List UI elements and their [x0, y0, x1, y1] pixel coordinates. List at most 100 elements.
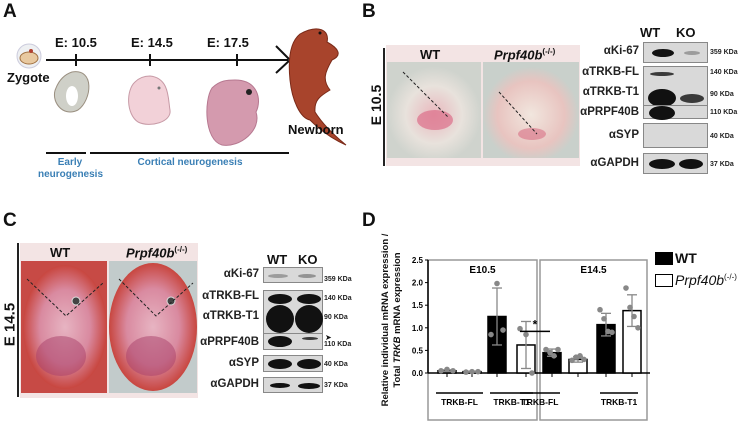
embryo-photos-e105: [387, 62, 579, 158]
arrowhead-icon: ➤: [325, 333, 332, 342]
blot-label: αGAPDH: [590, 157, 639, 169]
data-point: [494, 280, 500, 287]
kda-marker: 359 KDa: [710, 49, 738, 56]
data-point: [488, 331, 494, 338]
stage-label-e105: E: 10.5: [55, 35, 97, 50]
embryo-e145-icon: [128, 75, 171, 125]
stage-label-e175: E: 17.5: [207, 35, 249, 50]
facet-title: E14.5: [580, 265, 607, 276]
data-point: [547, 349, 553, 356]
data-point: [577, 353, 583, 359]
y-tick-label: 1.0: [412, 324, 424, 333]
kda-marker: 90 KDa: [324, 314, 348, 321]
legend-swatch-ko: [655, 273, 673, 287]
data-point: [631, 313, 637, 320]
newborn-mouse-icon: [288, 28, 347, 146]
data-point: [581, 356, 587, 363]
blot-syp-b: [643, 123, 708, 148]
data-point: [463, 369, 469, 375]
blot-trkb-b: [643, 66, 708, 110]
lane-label-ko-b: KO: [676, 25, 696, 40]
kda-marker: 140 KDa: [710, 69, 738, 76]
panel-label-b: B: [362, 1, 376, 22]
data-point: [529, 370, 535, 376]
zygote-icon: [16, 43, 42, 69]
category-label: TRKB-T1: [601, 397, 638, 407]
blot-gapdh-b: [643, 153, 708, 174]
data-point: [517, 325, 523, 332]
data-point: [469, 368, 475, 375]
photo-label-wt: WT: [50, 245, 71, 260]
legend-label-ko-sup: (-/-): [724, 272, 737, 282]
data-point: [438, 367, 444, 374]
stage-divider: [383, 48, 385, 166]
blot-label: αPRPF40B: [200, 336, 259, 348]
lane-label-wt-c: WT: [267, 252, 288, 267]
category-label: TRKB-T1: [493, 397, 530, 407]
photo-label-wt: WT: [420, 47, 441, 62]
embryo-photos-e145: [21, 261, 197, 393]
legend-label-wt: WT: [675, 250, 697, 266]
embryo-e175-icon: [206, 79, 259, 146]
data-point: [569, 357, 575, 364]
legend-swatch-wt: [655, 251, 673, 265]
legend-wt: WT: [655, 250, 697, 266]
blot-ki67-b: [643, 42, 708, 63]
blot-prpf40b-b: [643, 105, 708, 120]
stage-divider: [17, 243, 19, 397]
category-label: TRKB-FL: [522, 397, 559, 407]
stage-label-c: E 14.5: [1, 302, 19, 347]
photo-label-ko: Prpf40b: [126, 245, 175, 261]
facet-box: [539, 259, 648, 421]
kda-marker: 110 KDa: [710, 109, 738, 116]
blot-label: αGAPDH: [210, 378, 259, 390]
data-point: [555, 346, 561, 353]
kda-marker: 110 KDa: [324, 341, 352, 348]
blot-label: αTRKB-T1: [582, 86, 639, 98]
kda-marker: 90 KDa: [710, 91, 734, 98]
kda-marker: 37 KDa: [324, 382, 348, 389]
data-point: [523, 331, 529, 338]
blot-label: αTRKB-T1: [202, 310, 259, 322]
data-point: [627, 304, 633, 311]
photo-label-ko: Prpf40b: [494, 47, 543, 63]
y-tick-label: 2.0: [412, 279, 424, 288]
lane-label-ko-c: KO: [298, 252, 318, 267]
blot-prpf40b-c: [263, 333, 323, 350]
data-point: [543, 346, 549, 353]
panel-label-c: C: [3, 210, 17, 231]
phase-cortical-neurogenesis: Cortical neurogenesis: [137, 157, 243, 168]
blot-gapdh-c: [263, 377, 323, 393]
significance-marker: *: [533, 317, 538, 331]
panel-label-d: D: [362, 210, 376, 231]
category-label: TRKB-FL: [441, 397, 478, 407]
stage-label-b: E 10.5: [368, 84, 384, 126]
blot-label: αKi-67: [223, 268, 259, 280]
newborn-label: Newborn: [288, 122, 344, 137]
timeline-diagram: [16, 28, 347, 154]
embryo-photo-panel-c: WT Prpf40b(-/-): [20, 243, 198, 398]
kda-marker: 40 KDa: [324, 361, 348, 368]
embryo-e105-icon: [54, 71, 90, 113]
kda-marker: 140 KDa: [324, 295, 352, 302]
data-point: [597, 306, 603, 313]
y-tick-label: 1.5: [412, 301, 424, 310]
kda-marker: 40 KDa: [710, 133, 734, 140]
blot-label: αTRKB-FL: [582, 66, 639, 78]
phase-early-neurogenesis: Early neurogenesis: [38, 157, 104, 180]
facet-box: [427, 259, 538, 421]
photo-label-ko-sup: (-/-): [542, 47, 556, 56]
kda-marker: 37 KDa: [710, 161, 734, 168]
legend-ko: Prpf40b(-/-): [655, 272, 737, 288]
data-point: [551, 353, 557, 359]
blot-label: αSYP: [228, 357, 259, 369]
panel-label-a: A: [3, 1, 17, 22]
blot-ki67-c: [263, 267, 323, 283]
blot-label: αKi-67: [603, 45, 639, 57]
kda-marker: 359 KDa: [324, 276, 352, 283]
blot-label: αSYP: [608, 129, 639, 141]
data-point: [623, 285, 629, 291]
legend-label-ko: Prpf40b: [675, 272, 725, 288]
data-point: [475, 368, 481, 375]
